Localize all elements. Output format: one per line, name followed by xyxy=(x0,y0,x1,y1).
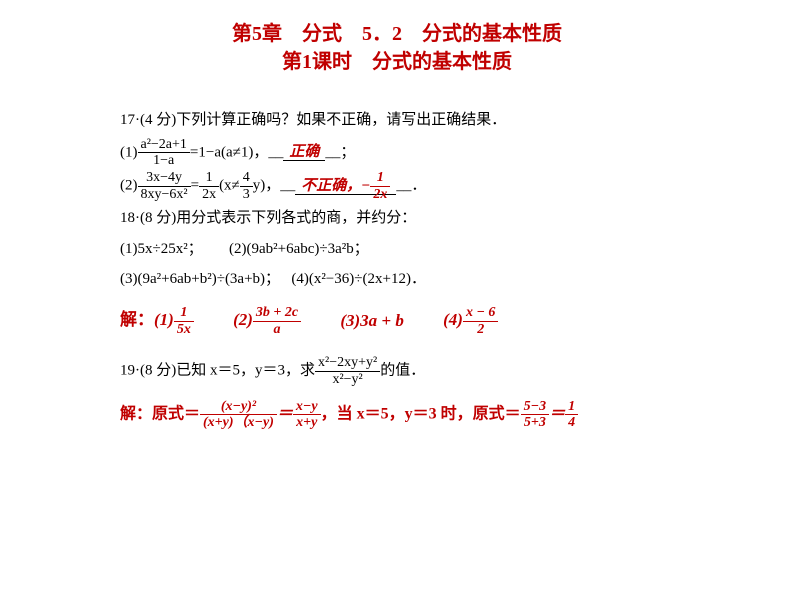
q18-ans-3: (3)3a + b xyxy=(340,305,404,337)
q19-ans-label: 解：原式＝ xyxy=(120,405,200,422)
q19-f1: (x−y)²(x+y)（x−y) xyxy=(200,399,277,431)
q17-part2: (2)3x−4y8xy−6x²=12x(x≠43y)，__不正确，−12x__． xyxy=(120,170,754,202)
q18-row2: (3)(9a²+6ab+b²)÷(3a+b)； (4)(x²−36)÷(2x+1… xyxy=(120,265,754,294)
q18-item-3: (3)(9a²+6ab+b²)÷(3a+b)； xyxy=(120,271,273,287)
q18-item-4: (4)(x²−36)÷(2x+12)． xyxy=(291,271,426,287)
q17-2-frac1: 3x−4y8xy−6x² xyxy=(138,170,191,202)
q18-item-2: (2)(9ab²+6abc)÷3a²b； xyxy=(229,241,369,257)
q18-item-1: (1)5x÷25x²； xyxy=(120,241,195,257)
q19-mid: ，当 x＝5，y＝3 时，原式＝ xyxy=(321,405,521,422)
q17-2-paren-open: (x≠ xyxy=(219,178,240,194)
q17-2-frac3: 43 xyxy=(240,170,253,202)
q17-2-eq1: = xyxy=(191,178,199,194)
q19-post: 的值． xyxy=(380,362,425,378)
q17-prompt: 17·(4 分)下列计算正确吗？如果不正确，请写出正确结果． xyxy=(120,106,754,135)
q17-2-answer: 不正确，−12x xyxy=(295,178,396,195)
q19-answer: 解：原式＝(x−y)²(x+y)（x−y)＝x−yx+y，当 x＝5，y＝3 时… xyxy=(120,399,754,431)
q19-pre: 19·(8 分)已知 x＝5，y＝3，求 xyxy=(120,362,315,378)
q17-2-suffix: __． xyxy=(396,178,426,194)
q17-part1: (1)a²−2a+11−a=1−a(a≠1)，__正确__； xyxy=(120,137,754,169)
q18-prompt: 18·(8 分)用分式表示下列各式的商，并约分： xyxy=(120,204,754,233)
q17-1-suffix: __； xyxy=(325,144,355,160)
q17-1-eq: =1−a(a≠1)，__ xyxy=(190,144,283,160)
q17-2-paren-close: y)，__ xyxy=(253,178,296,194)
q19-f3: 5−35+3 xyxy=(521,399,549,431)
q19-prompt: 19·(8 分)已知 x＝5，y＝3，求x²−2xy+y²x²−y²的值． xyxy=(120,355,754,387)
content: 17·(4 分)下列计算正确吗？如果不正确，请写出正确结果． (1)a²−2a+… xyxy=(120,106,754,431)
q17-2-prefix: (2) xyxy=(120,178,138,194)
q17-1-frac: a²−2a+11−a xyxy=(138,137,190,169)
q18-ans-label: 解：(1)15x xyxy=(120,304,194,337)
title-line-2: 第1课时 分式的基本性质 xyxy=(40,48,754,76)
q19-f4: 14 xyxy=(565,399,578,431)
q17-2-frac2: 12x xyxy=(199,170,219,202)
q18-ans-2: (2)3b + 2ca xyxy=(233,304,301,337)
q19-f2: x−yx+y xyxy=(293,399,321,431)
q17-1-answer: 正确 xyxy=(283,144,325,161)
q17-1-prefix: (1) xyxy=(120,144,138,160)
q18-ans-4: (4)x − 62 xyxy=(443,304,498,337)
q19-frac: x²−2xy+y²x²−y² xyxy=(315,355,380,387)
q19-eq1: ＝ xyxy=(277,405,293,422)
q18-row1: (1)5x÷25x²； (2)(9ab²+6abc)÷3a²b； xyxy=(120,235,754,264)
q19-eq2: ＝ xyxy=(549,405,565,422)
q18-answers: 解：(1)15x (2)3b + 2ca (3)3a + b (4)x − 62 xyxy=(120,304,754,338)
title-line-1: 第5章 分式 5．2 分式的基本性质 xyxy=(40,20,754,48)
